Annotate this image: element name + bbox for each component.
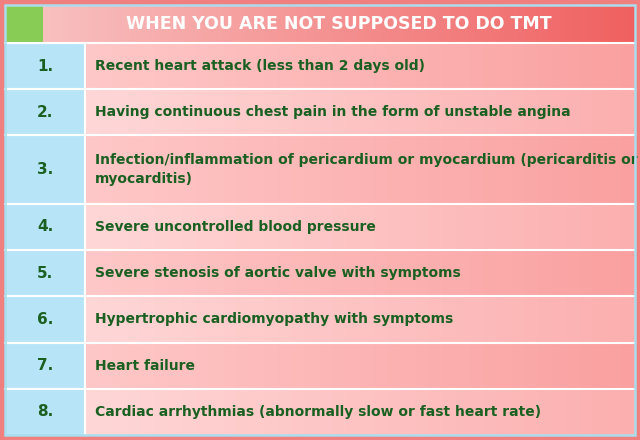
Text: Infection/inflammation of pericardium or myocardium (pericarditis or
myocarditis: Infection/inflammation of pericardium or… xyxy=(95,154,637,186)
Text: Cardiac arrhythmias (abnormally slow or fast heart rate): Cardiac arrhythmias (abnormally slow or … xyxy=(95,405,541,419)
Text: Hypertrophic cardiomyopathy with symptoms: Hypertrophic cardiomyopathy with symptom… xyxy=(95,312,453,326)
Bar xyxy=(5,136,85,204)
Text: 6.: 6. xyxy=(37,312,53,327)
Bar xyxy=(5,204,85,250)
Bar xyxy=(5,5,43,43)
Text: 2.: 2. xyxy=(37,105,53,120)
Bar xyxy=(5,389,85,435)
Bar xyxy=(5,43,85,89)
Text: 4.: 4. xyxy=(37,220,53,235)
Text: 3.: 3. xyxy=(37,162,53,177)
Text: 5.: 5. xyxy=(37,266,53,281)
Text: Recent heart attack (less than 2 days old): Recent heart attack (less than 2 days ol… xyxy=(95,59,425,73)
Text: Having continuous chest pain in the form of unstable angina: Having continuous chest pain in the form… xyxy=(95,105,571,119)
Text: 8.: 8. xyxy=(37,404,53,419)
Text: Severe uncontrolled blood pressure: Severe uncontrolled blood pressure xyxy=(95,220,376,234)
Text: 7.: 7. xyxy=(37,358,53,373)
Text: WHEN YOU ARE NOT SUPPOSED TO DO TMT: WHEN YOU ARE NOT SUPPOSED TO DO TMT xyxy=(126,15,552,33)
Text: Severe stenosis of aortic valve with symptoms: Severe stenosis of aortic valve with sym… xyxy=(95,266,461,280)
Text: 1.: 1. xyxy=(37,59,53,73)
Bar xyxy=(5,250,85,296)
Bar xyxy=(5,296,85,342)
Bar xyxy=(5,89,85,136)
Bar xyxy=(5,342,85,389)
Text: Heart failure: Heart failure xyxy=(95,359,195,373)
